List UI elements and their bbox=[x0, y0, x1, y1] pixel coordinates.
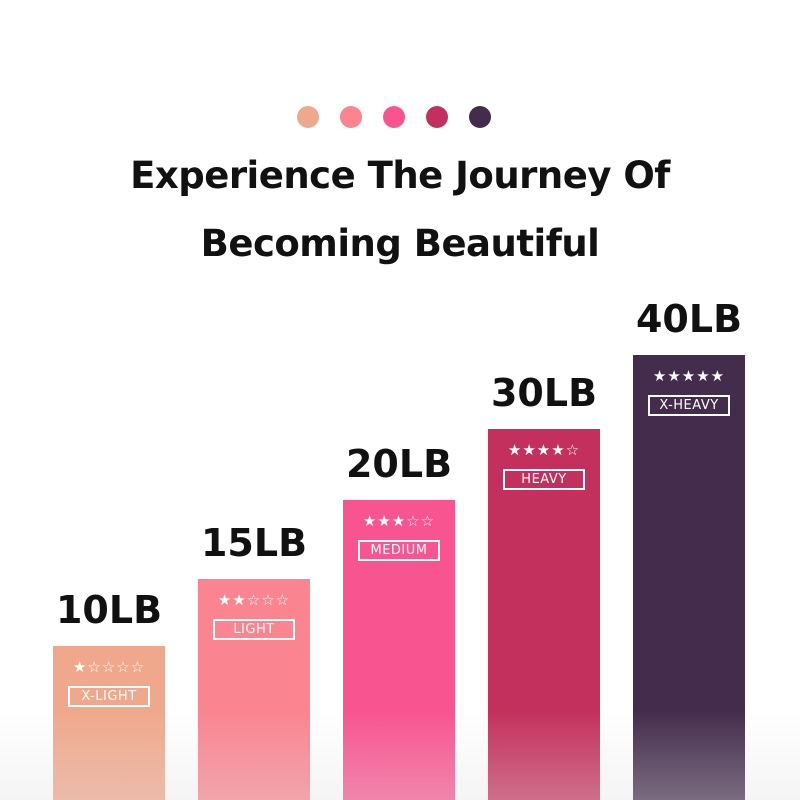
resistance-level-badge: LIGHT bbox=[213, 619, 295, 640]
color-dot bbox=[297, 106, 319, 128]
headline-line-2: Becoming Beautiful bbox=[200, 222, 600, 265]
star-rating: ★★★★☆ bbox=[507, 441, 581, 459]
color-dot bbox=[426, 106, 448, 128]
weight-label: 10LB bbox=[55, 588, 163, 632]
resistance-level-badge: X-HEAVY bbox=[648, 395, 730, 416]
star-rating: ★★★☆☆ bbox=[362, 512, 436, 530]
resistance-level-badge: HEAVY bbox=[503, 469, 585, 490]
star-rating: ★★★★★ bbox=[652, 367, 726, 385]
color-dots bbox=[297, 106, 491, 128]
star-rating: ★★☆☆☆ bbox=[217, 591, 291, 609]
color-dot bbox=[469, 106, 491, 128]
weight-label: 15LB bbox=[200, 521, 308, 565]
band-bar: ★★☆☆☆ LIGHT bbox=[198, 579, 310, 800]
band-bar: ★★★★☆ HEAVY bbox=[488, 429, 600, 800]
weight-label: 20LB bbox=[345, 442, 453, 486]
band-bar: ★★★★★ X-HEAVY bbox=[633, 355, 745, 800]
star-rating: ★☆☆☆☆ bbox=[72, 658, 146, 676]
band-bar: ★☆☆☆☆ X-LIGHT bbox=[53, 646, 165, 800]
resistance-level-badge: MEDIUM bbox=[358, 540, 440, 561]
headline-line-1: Experience The Journey Of bbox=[130, 154, 670, 197]
weight-label: 30LB bbox=[490, 371, 598, 415]
band-bar: ★★★☆☆ MEDIUM bbox=[343, 500, 455, 800]
color-dot bbox=[340, 106, 362, 128]
weight-label: 40LB bbox=[635, 297, 743, 341]
resistance-level-badge: X-LIGHT bbox=[68, 686, 150, 707]
color-dot bbox=[383, 106, 405, 128]
